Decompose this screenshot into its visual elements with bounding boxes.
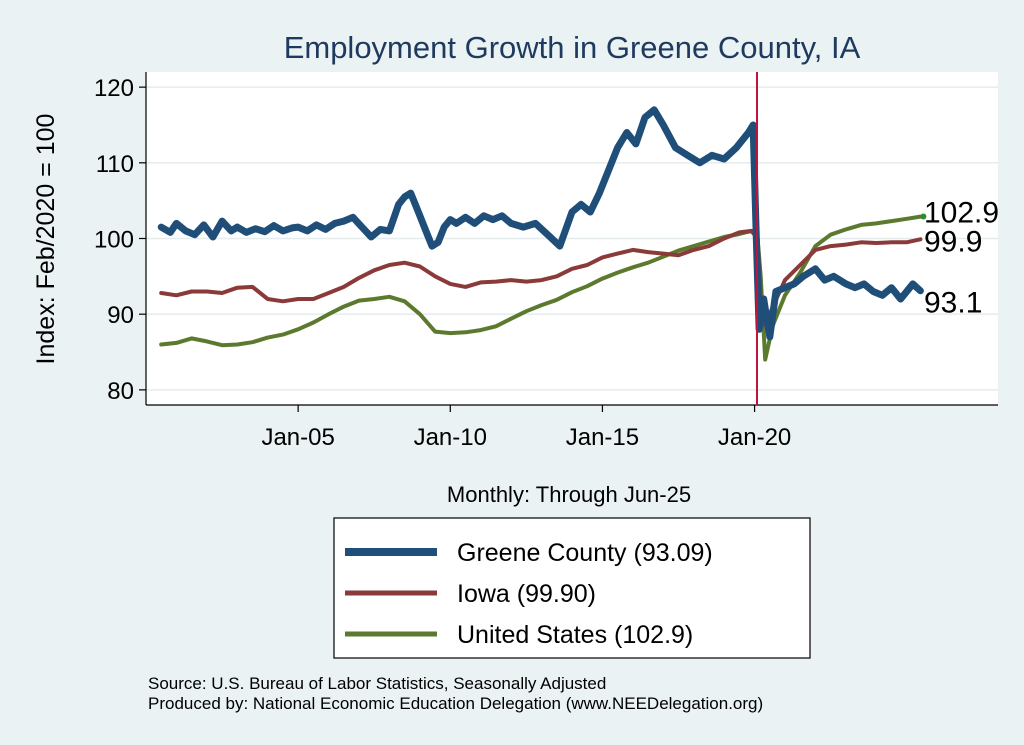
x-axis-label: Monthly: Through Jun-25 xyxy=(447,482,691,507)
x-tick-label-Jan-10: Jan-10 xyxy=(414,424,487,451)
series-line-united-states xyxy=(159,214,923,362)
produced-by-line: Produced by: National Economic Education… xyxy=(148,694,763,713)
y-tick-label-90: 90 xyxy=(107,302,134,329)
y-tick-label-120: 120 xyxy=(94,75,134,102)
x-axis-ticks: Jan-05 Jan-10 Jan-15 Jan-20 xyxy=(261,405,791,451)
end-label-99.9: 99.9 xyxy=(924,225,982,258)
x-tick-label-Jan-20: Jan-20 xyxy=(718,424,791,451)
end-label-102.9: 102.9 xyxy=(924,197,999,230)
chart-title: Employment Growth in Greene County, IA xyxy=(284,30,861,65)
us-end-marker xyxy=(920,213,927,220)
series-line-iowa xyxy=(159,228,923,328)
end-labels: 102.999.9 93.1 xyxy=(924,197,999,320)
end-label-93.1: 93.1 xyxy=(924,287,982,320)
legend-label-2: United States (102.9) xyxy=(457,621,693,649)
y-tick-label-110: 110 xyxy=(96,151,134,178)
series-layer xyxy=(157,106,924,362)
y-tick-label-80: 80 xyxy=(107,378,134,405)
series-line-greene-county xyxy=(157,106,924,341)
y-axis-ticks: 80 90 100 110 120 xyxy=(94,75,146,405)
source-line: Source: U.S. Bureau of Labor Statistics,… xyxy=(148,674,606,693)
y-axis-label: Index: Feb/2020 = 100 xyxy=(32,114,60,365)
x-tick-label-Jan-05: Jan-05 xyxy=(261,424,334,451)
legend: Greene County (93.09) Iowa (99.90) United … xyxy=(345,539,713,649)
x-tick-label-Jan-15: Jan-15 xyxy=(566,424,639,451)
y-tick-label-100: 100 xyxy=(94,227,134,254)
legend-label-1: Iowa (99.90) xyxy=(457,580,596,608)
gridlines xyxy=(146,86,998,391)
legend-label-0: Greene County (93.09) xyxy=(457,539,713,567)
